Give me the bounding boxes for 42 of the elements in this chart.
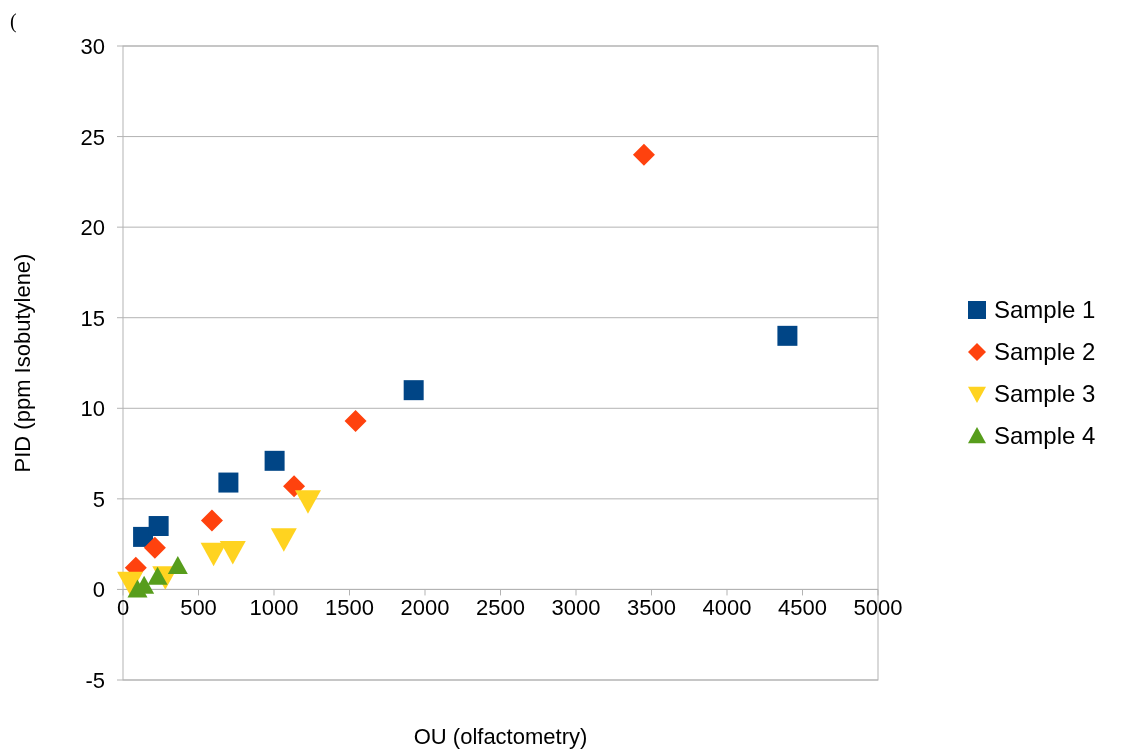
x-tick-label: 1000 (249, 595, 299, 621)
x-tick-label: 3500 (627, 595, 676, 621)
x-tick-label: 500 (180, 595, 217, 621)
text: ( (10, 10, 17, 33)
point (143, 536, 166, 559)
legend-label: Sample 1 (994, 296, 1096, 323)
point (148, 516, 169, 537)
x-tick-label: 1500 (325, 595, 374, 621)
legend-label: Sample 4 (994, 422, 1096, 449)
y-tick-label: 15 (80, 305, 105, 331)
point (403, 380, 424, 401)
point (117, 571, 144, 596)
y-tick-label: 5 (92, 486, 105, 512)
x-tick-label: 4000 (702, 595, 752, 621)
point (218, 472, 239, 493)
y-tick-label: 20 (80, 215, 105, 241)
legend-label: Sample 3 (994, 380, 1096, 407)
point (777, 325, 798, 346)
y-axis-title: PID (ppm Isobutylene) (10, 253, 35, 473)
x-tick-label: 2500 (476, 595, 525, 621)
point (270, 528, 297, 552)
point (147, 566, 168, 585)
x-tick-label: 0 (116, 595, 130, 621)
point (219, 540, 246, 565)
y-tick-label: 10 (80, 396, 105, 422)
x-tick-label: 2000 (400, 595, 450, 621)
x-tick-label: 5000 (853, 595, 903, 621)
y-tick-label: -5 (85, 668, 105, 693)
y-tick-label: 0 (92, 577, 105, 603)
point (264, 450, 285, 471)
x-tick-label: 4500 (778, 595, 827, 621)
point (344, 409, 367, 432)
point (632, 143, 655, 166)
y-tick-label: 30 (80, 34, 105, 59)
x-tick-label: 3000 (551, 595, 601, 621)
point (167, 555, 188, 574)
y-tick-label: 25 (80, 124, 105, 150)
point (200, 509, 223, 532)
point (283, 475, 306, 498)
point (294, 490, 321, 514)
legend-label: Sample 2 (994, 338, 1096, 365)
x-axis-title: OU (olfactometry) (413, 724, 588, 749)
